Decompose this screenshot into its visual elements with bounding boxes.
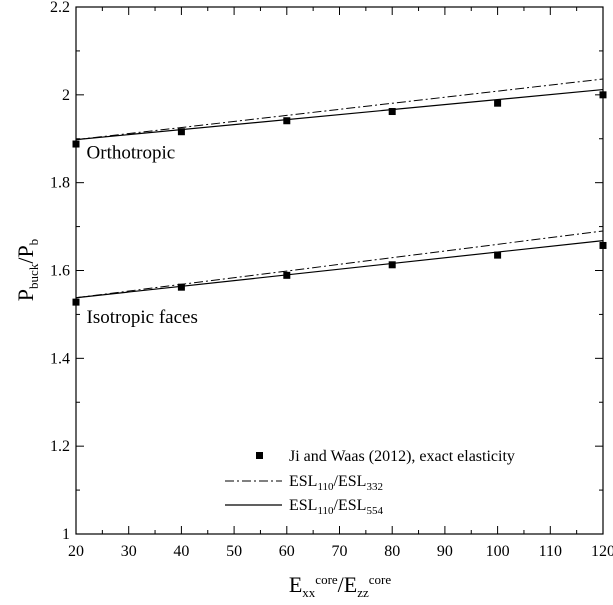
y-axis-label: Pbuck/Pb	[13, 239, 41, 301]
data-point	[72, 298, 80, 306]
legend-marker-exact	[256, 452, 263, 459]
x-tick-label: 100	[486, 543, 510, 560]
series-line-esl554-0	[75, 88, 604, 141]
x-tick-label: 90	[437, 543, 453, 560]
data-point	[494, 251, 502, 259]
x-tick-label: 60	[279, 543, 295, 560]
axis-ticks	[75, 6, 604, 535]
x-tick-label: 70	[332, 543, 348, 560]
series-lines	[75, 78, 604, 299]
data-point	[72, 140, 80, 148]
series-markers	[72, 91, 607, 306]
legend: Ji and Waas (2012), exact elasticity ESL…	[225, 448, 515, 517]
x-tick-label: 80	[384, 543, 400, 560]
series-line-esl554-1	[75, 240, 604, 299]
x-tick-label: 20	[68, 543, 84, 560]
data-point	[177, 128, 185, 136]
data-point	[177, 283, 185, 291]
series-line-esl332-0	[75, 78, 604, 141]
data-point	[283, 117, 291, 125]
data-point	[494, 99, 502, 107]
data-point	[599, 241, 607, 249]
legend-label-esl554: ESL110/ESL554	[289, 497, 383, 517]
x-tick-label: 40	[173, 543, 189, 560]
annotation-isotropic-faces: Isotropic faces	[87, 307, 198, 328]
y-tick-label: 2.2	[50, 0, 70, 16]
data-point	[388, 108, 396, 116]
data-point	[599, 91, 607, 99]
y-tick-label: 1	[62, 526, 70, 543]
y-tick-label: 1.8	[50, 175, 70, 192]
y-tick-label: 2	[62, 87, 70, 104]
x-axis-label: Exxcore/Ezzcore	[289, 572, 392, 600]
x-tick-label: 120	[591, 543, 613, 560]
y-tick-label: 1.2	[50, 438, 70, 455]
legend-label-esl332: ESL110/ESL332	[289, 473, 383, 493]
y-tick-label: 1.4	[50, 350, 70, 367]
annotation-orthotropic: Orthotropic	[87, 143, 176, 164]
x-tick-label: 110	[539, 543, 562, 560]
x-tick-label: 30	[121, 543, 137, 560]
x-tick-label: 50	[226, 543, 242, 560]
series-line-esl332-1	[75, 230, 604, 299]
axis-tick-labels: 20 30 40 50 60 70 80 90 100 110 120 1 1.2 1.4 1.6 1.8 2 2…	[50, 0, 613, 560]
y-tick-label: 1.6	[50, 263, 70, 280]
legend-label-exact: Ji and Waas (2012), exact elasticity	[289, 448, 515, 465]
data-point	[388, 261, 396, 269]
data-point	[283, 271, 291, 279]
